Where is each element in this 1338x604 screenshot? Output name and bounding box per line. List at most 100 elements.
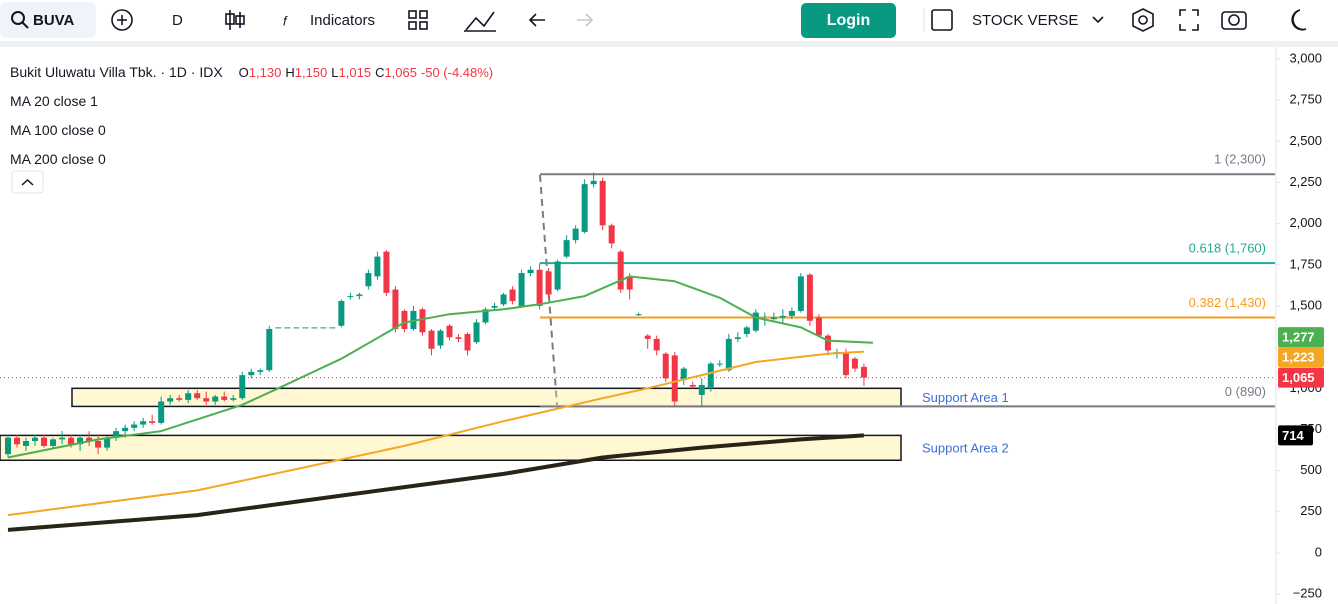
y-tick-label: 1,750: [1289, 256, 1322, 271]
indicators[interactable]: Indicators: [310, 11, 376, 29]
price-tag: [1278, 367, 1324, 388]
candle-body: [23, 440, 30, 446]
candle-body: [590, 180, 597, 185]
candle-body: [473, 322, 480, 343]
candle-body: [275, 327, 282, 329]
ohlc-value: 1,150: [294, 65, 328, 80]
candle-body: [284, 327, 291, 329]
candle-body: [680, 368, 687, 381]
candle-body: [113, 431, 120, 438]
candle-body: [221, 396, 228, 400]
login-button[interactable]: Login: [801, 3, 896, 38]
fib-label: 0.382 (1,430): [1189, 295, 1266, 310]
y-tick-label: 2,250: [1289, 174, 1322, 189]
price-tag-label: 1,065: [1282, 370, 1315, 385]
candle-body: [698, 385, 705, 395]
candle-body: [257, 370, 264, 372]
candle-body: [860, 366, 867, 378]
y-tick-label: 2,750: [1289, 92, 1322, 107]
candle-body: [419, 309, 426, 333]
ma-legend: MA 20 close 1: [10, 93, 98, 109]
candle-body: [140, 421, 147, 425]
candle-body: [374, 256, 381, 277]
candle-body: [266, 329, 273, 371]
support-area: [0, 434, 902, 462]
candle-body: [563, 240, 570, 257]
price-tag: [1278, 425, 1313, 446]
candle-body: [320, 327, 327, 329]
search-icon: [11, 11, 29, 29]
price-tag-label: 1,223: [1282, 350, 1315, 365]
legend: Bukit Uluwatu Villa Tbk. · 1D · IDX O1,13…: [10, 58, 493, 174]
y-tick-label: 3,000: [1289, 50, 1322, 65]
ma-list: MA 20 close 1 MA 100 close 0 MA 200 close …: [10, 87, 493, 174]
y-tick-label: −250: [1293, 586, 1322, 601]
candle-body: [338, 301, 345, 326]
candle-body: [842, 352, 849, 376]
y-tick-label: 1,500: [1289, 297, 1322, 312]
candle-body: [248, 371, 255, 376]
candle-body: [410, 310, 417, 330]
candle-body: [554, 261, 561, 290]
candle-body: [743, 327, 750, 334]
candle-body: [14, 437, 21, 445]
candle-body: [734, 337, 741, 339]
candle-body: [68, 437, 75, 445]
candle-body: [347, 296, 354, 298]
collapse-button[interactable]: [11, 170, 44, 194]
candle-body: [509, 289, 516, 302]
candle-body: [176, 398, 183, 400]
candle-body: [194, 393, 201, 399]
y-tick-label: 1,000: [1289, 380, 1322, 395]
candle-body: [500, 294, 507, 305]
support-label: Support Area 2: [922, 440, 1009, 455]
candle-body: [158, 401, 165, 423]
candle-body: [365, 273, 372, 287]
interval[interactable]: D: [172, 11, 183, 29]
candle-body: [572, 228, 579, 241]
price-tag: [1278, 347, 1324, 368]
candle-body: [86, 437, 93, 441]
ohlc-key: L: [331, 65, 339, 80]
fib-label: 0.618 (1,760): [1189, 241, 1266, 256]
candle-body: [104, 437, 111, 448]
ma-legend: MA 200 close 0: [10, 151, 106, 167]
fib-trend-line: [539, 174, 558, 406]
candle-body: [167, 398, 174, 402]
y-tick-label: 2,000: [1289, 215, 1322, 230]
candle-body: [455, 337, 462, 339]
candle-body: [752, 312, 759, 331]
ma-legend-row: MA 100 close 0: [10, 116, 493, 145]
svg-text:f: f: [283, 13, 288, 28]
candle-body: [545, 271, 552, 295]
candle-body: [149, 421, 156, 423]
symbol-search[interactable]: BUVA: [0, 2, 96, 38]
candle-body: [770, 317, 777, 320]
candle-body: [311, 327, 318, 329]
y-tick-label: 250: [1300, 503, 1322, 518]
symbol-title: Bukit Uluwatu Villa Tbk. · 1D · IDX: [10, 64, 223, 80]
candle-body: [230, 398, 237, 400]
candle-body: [806, 274, 813, 321]
candle-body: [779, 315, 786, 318]
fib-label: 1 (2,300): [1214, 152, 1266, 167]
candle-body: [329, 327, 336, 329]
candle-body: [203, 398, 210, 402]
candle-body: [122, 427, 129, 432]
candle-body: [464, 333, 471, 351]
candle-body: [824, 335, 831, 351]
candle-body: [302, 327, 309, 329]
candle-body: [491, 305, 498, 308]
candle-body: [41, 437, 48, 446]
change: -50 (-4.48%): [420, 65, 494, 80]
candle-body: [95, 440, 102, 448]
y-tick-label: 500: [1300, 462, 1322, 477]
candle-body: [725, 338, 732, 371]
candle-body: [32, 437, 39, 441]
fib-label: 0 (890): [1225, 384, 1266, 399]
candle-body: [392, 289, 399, 330]
layout-name[interactable]: STOCK VERSE: [972, 11, 1079, 29]
candle-body: [5, 437, 11, 455]
candle-body: [599, 180, 606, 226]
candle-body: [689, 385, 696, 387]
